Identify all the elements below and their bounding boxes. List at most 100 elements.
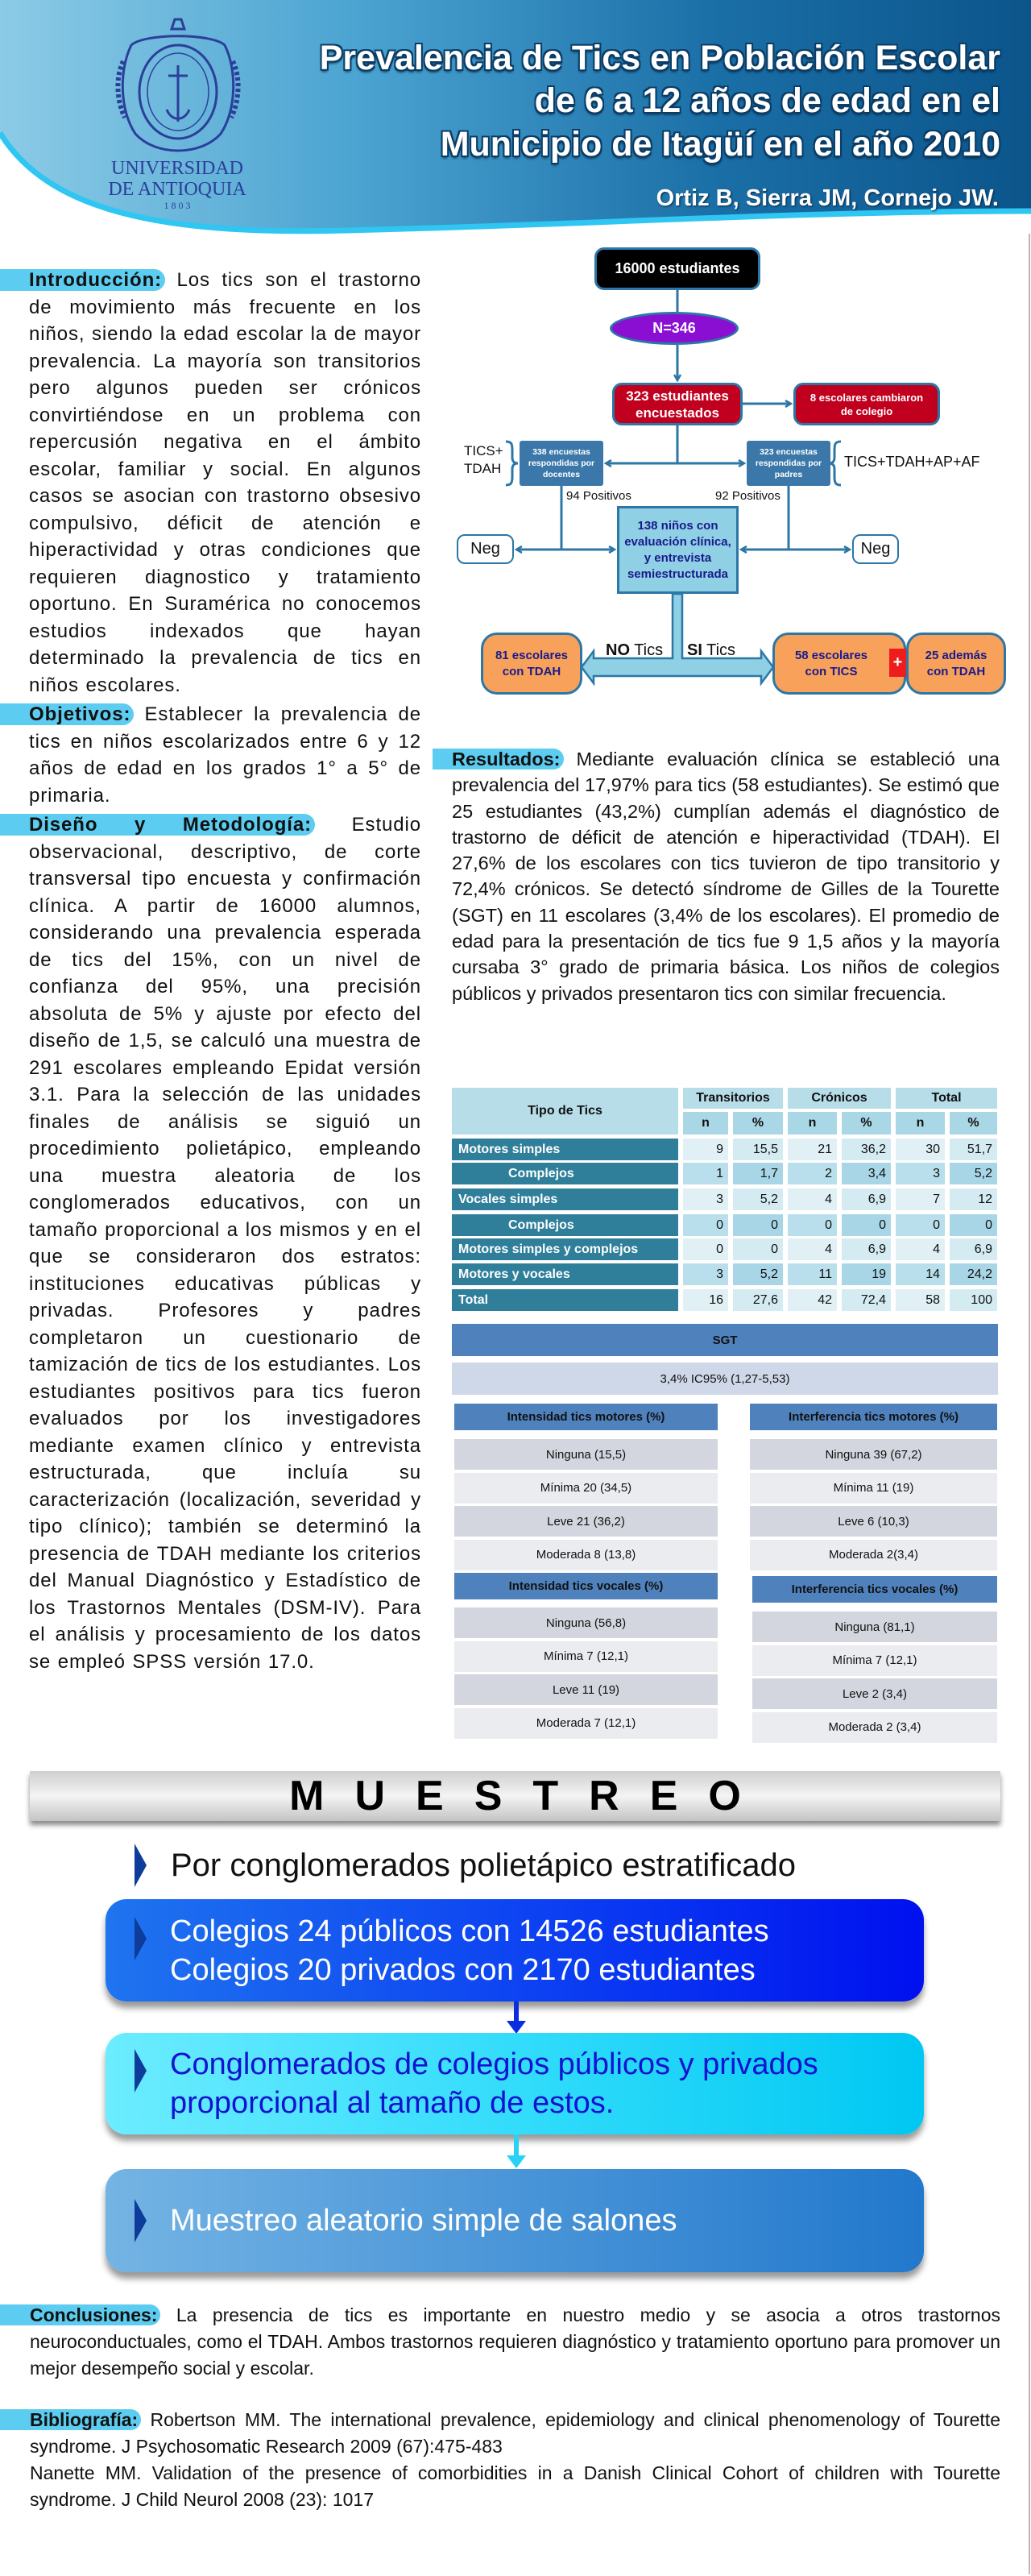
flow-no-tics-label: NO Tics bbox=[606, 641, 663, 660]
table-cell: 0 bbox=[683, 1238, 728, 1260]
sampling-step-2-line2: proporcional al tamaño de estos. bbox=[170, 2086, 615, 2120]
reference-1: Bibliografía: Robertson MM. The internat… bbox=[30, 2407, 1000, 2460]
table-cell: 51,7 bbox=[950, 1139, 997, 1160]
table-cell: 0 bbox=[950, 1214, 997, 1236]
table-cell: 4 bbox=[788, 1238, 837, 1260]
severity-table-row: Mínima 7 (12,1) bbox=[454, 1641, 718, 1672]
table-cell: 12 bbox=[950, 1188, 997, 1210]
flow-neg-right-label: Neg bbox=[860, 540, 891, 558]
table-subheader: n bbox=[896, 1112, 945, 1135]
table-cell: 27,6 bbox=[733, 1289, 783, 1311]
logo-year: 1 8 0 3 bbox=[164, 200, 191, 211]
flow-sample-ellipse: N=346 bbox=[610, 312, 739, 345]
table-cell: 21 bbox=[788, 1139, 837, 1160]
severity-table-header: Intensidad tics vocales (%) bbox=[454, 1573, 718, 1599]
sampling-title: MUESTREO bbox=[289, 1773, 772, 1819]
table-cell: 7 bbox=[896, 1188, 945, 1210]
introduction-heading: Introducción: bbox=[29, 269, 166, 291]
table-cell: 36,2 bbox=[842, 1139, 891, 1160]
table-cell: 11 bbox=[788, 1263, 837, 1285]
flow-evaluated-box: 138 niños con evaluación clínica, y entrev… bbox=[617, 506, 739, 594]
conclusions-section: Conclusiones: La presencia de tics es im… bbox=[30, 2302, 1000, 2382]
flow-evaluated-line4: semiestructurada bbox=[627, 566, 729, 581]
severity-table-row: Ninguna (81,1) bbox=[752, 1612, 997, 1642]
severity-table-header: Interferencia tics motores (%) bbox=[750, 1404, 997, 1430]
table-cell: 6,9 bbox=[842, 1188, 891, 1210]
table-cell: 3,4 bbox=[842, 1163, 891, 1184]
conclusions-text: La presencia de tics es importante en nu… bbox=[30, 2304, 1000, 2379]
flow-teacher-scope-line1: TICS+ bbox=[464, 443, 503, 458]
flow-no-tics-rest: Tics bbox=[630, 641, 664, 659]
methodology-section: Diseño y Metodología: Estudio observacio… bbox=[29, 811, 421, 1675]
table-header-group: Transitorios bbox=[683, 1088, 783, 1109]
results-text: Mediante evaluación clínica se estableci… bbox=[452, 749, 1000, 1004]
severity-table-row: Mínima 7 (12,1) bbox=[752, 1645, 997, 1676]
left-column: Introducción: Los tics son el trastorno … bbox=[29, 267, 421, 1675]
table-cell: 2 bbox=[788, 1163, 837, 1184]
flow-surveyed-box: 323 estudiantes encuestados bbox=[612, 383, 743, 425]
results-heading: Resultados: bbox=[452, 749, 564, 769]
bibliography-heading: Bibliografía: bbox=[30, 2409, 142, 2430]
poster-title-line-1: Prevalencia de Tics en Población Escolar bbox=[319, 39, 1000, 77]
objectives-text: Establecer la prevalencia de tics en niñ… bbox=[29, 703, 421, 807]
severity-table-row: Moderada 2 (3,4) bbox=[752, 1711, 997, 1743]
introduction-section: Introducción: Los tics son el trastorno … bbox=[29, 267, 421, 699]
sampling-step-3: Muestreo aleatorio simple de salones bbox=[106, 2169, 924, 2272]
table-cell: 14 bbox=[896, 1263, 945, 1285]
table-row-label: Complejos bbox=[452, 1214, 678, 1236]
table-cell: 72,4 bbox=[842, 1289, 891, 1311]
bullet-triangle-icon bbox=[135, 2199, 147, 2242]
table-row-label: Motores simples y complejos bbox=[452, 1238, 678, 1260]
table-cell: 0 bbox=[733, 1214, 783, 1236]
bullet-triangle-icon bbox=[135, 1917, 147, 1960]
flow-also-tdah-line1: 25 además bbox=[925, 648, 988, 662]
sampling-step-2: Conglomerados de colegios públicos y pri… bbox=[106, 2033, 924, 2134]
table-row-label: Total bbox=[452, 1289, 678, 1311]
table-cell: 4 bbox=[896, 1238, 945, 1260]
table-header-group: Crónicos bbox=[788, 1088, 891, 1109]
university-seal-logo bbox=[115, 18, 241, 152]
flow-also-tdah-line2: con TDAH bbox=[926, 664, 986, 678]
severity-table-row: Ninguna (15,5) bbox=[454, 1439, 718, 1470]
bullet-triangle-icon bbox=[135, 2049, 147, 2093]
flow-evaluated-line2: evaluación clínica, bbox=[624, 534, 731, 549]
table-subheader: % bbox=[733, 1112, 783, 1135]
flow-population-box: 16000 estudiantes bbox=[594, 247, 760, 290]
poster-header: UNIVERSIDAD DE ANTIOQUIA 1 8 0 3 Prevale… bbox=[0, 0, 1031, 242]
table-cell: 6,9 bbox=[950, 1238, 997, 1260]
flow-no-tics-bold: NO bbox=[606, 641, 630, 659]
severity-table-row: Moderada 7 (12,1) bbox=[454, 1707, 718, 1739]
severity-table-row: Moderada 8 (13,8) bbox=[454, 1539, 718, 1570]
conclusions-heading: Conclusiones: bbox=[30, 2304, 161, 2325]
table-cell: 19 bbox=[842, 1263, 891, 1285]
table-cell: 9 bbox=[683, 1139, 728, 1160]
table-subheader: % bbox=[950, 1112, 997, 1135]
flow-with-tics-box: 58 escolares con TICS bbox=[772, 633, 906, 695]
page-border bbox=[1029, 234, 1030, 2574]
severity-table-row: Mínima 11 (19) bbox=[750, 1472, 997, 1504]
flow-surveyed-line2: encuestados bbox=[636, 404, 719, 421]
table-header-type: Tipo de Tics bbox=[452, 1088, 678, 1135]
flow-teacher-scope-line2: TDAH bbox=[464, 461, 502, 476]
table-cell: 0 bbox=[733, 1238, 783, 1260]
sampling-step-1-line2: Colegios 20 privados con 2170 estudiante… bbox=[170, 1952, 756, 1987]
flow-parent-scope: TICS+TDAH+AP+AF bbox=[844, 454, 980, 470]
flow-teacher-line1: 338 encuestas bbox=[532, 447, 590, 457]
table-cell: 15,5 bbox=[733, 1139, 783, 1160]
table-cell: 6,9 bbox=[842, 1238, 891, 1260]
severity-table-row: Ninguna 39 (67,2) bbox=[750, 1439, 997, 1470]
sampling-step-2-line1: Conglomerados de colegios públicos y pri… bbox=[170, 2047, 818, 2081]
sampling-step-1: Colegios 24 públicos con 14526 estudiant… bbox=[106, 1899, 924, 2001]
severity-table-header: Interferencia tics vocales (%) bbox=[752, 1576, 997, 1603]
table-cell: 5,2 bbox=[950, 1163, 997, 1184]
logo-line1: UNIVERSIDAD bbox=[111, 158, 243, 179]
flow-tdah-only-line2: con TDAH bbox=[502, 664, 561, 678]
severity-table-header: Intensidad tics motores (%) bbox=[454, 1404, 718, 1430]
table-cell: 5,2 bbox=[733, 1263, 783, 1285]
arrow-down-icon bbox=[507, 2001, 526, 2034]
table-cell: 3 bbox=[896, 1163, 945, 1184]
flow-with-tics-line2: con TICS bbox=[805, 664, 858, 678]
flow-plus-sign: + bbox=[889, 649, 906, 677]
flow-teacher-surveys-box: 338 encuestas respondidas por docentes bbox=[520, 441, 603, 486]
logo-line2: DE ANTIOQUIA bbox=[108, 179, 246, 200]
